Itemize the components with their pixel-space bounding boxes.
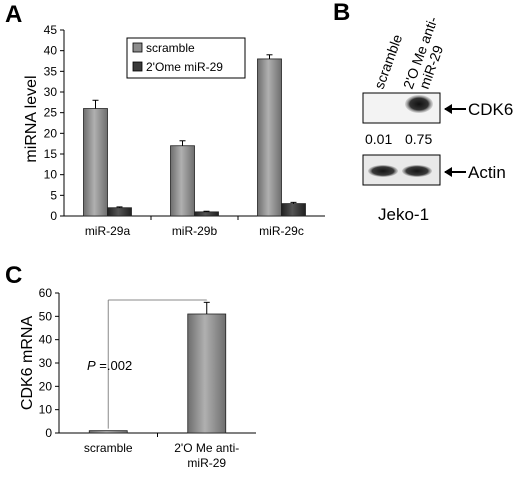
blot-actin-band-2 bbox=[402, 165, 432, 177]
blot-cell-line: Jeko-1 bbox=[378, 205, 429, 224]
panel-letter-b: B bbox=[333, 0, 350, 26]
y-tick-label: 35 bbox=[44, 64, 58, 78]
x-tick-label: miR-29a bbox=[85, 224, 131, 238]
panel-letter-c: C bbox=[5, 262, 22, 289]
y-tick-label: 30 bbox=[39, 356, 53, 370]
actin-arrowhead-icon bbox=[444, 167, 452, 177]
y-tick-label: 10 bbox=[39, 403, 53, 417]
chart-c-significance-bracket bbox=[107, 299, 208, 429]
y-tick-label: 50 bbox=[39, 309, 53, 323]
y-tick-label: 40 bbox=[44, 44, 58, 58]
x-tick-label: scramble bbox=[84, 441, 133, 455]
y-tick-label: 15 bbox=[44, 147, 58, 161]
x-tick-label: 2'O Me anti- bbox=[174, 441, 239, 455]
bar-2-ome-mir-29-1 bbox=[194, 211, 219, 217]
bar-scramble-2 bbox=[257, 58, 282, 217]
legend-swatch-2ome bbox=[132, 61, 143, 72]
bar-value-0 bbox=[88, 430, 128, 434]
chart-c-pvalue-p: P bbox=[87, 358, 96, 373]
bar-scramble-0 bbox=[83, 108, 108, 217]
chart-a-bars bbox=[83, 54, 306, 217]
chart-c-pvalue-value: =.002 bbox=[96, 358, 133, 373]
bar-2-ome-mir-29-0 bbox=[107, 207, 132, 217]
blot-label-cdk6: CDK6 bbox=[468, 100, 513, 119]
x-tick-label: miR-29b bbox=[172, 224, 218, 238]
western-blot: scramble 2'O Me anti- miR-29 CDK6 0.01 0… bbox=[362, 14, 513, 224]
y-tick-label: 20 bbox=[39, 379, 53, 393]
y-tick-label: 40 bbox=[39, 333, 53, 347]
legend-label-2ome: 2'Ome miR-29 bbox=[146, 60, 223, 74]
bar-scramble-1 bbox=[170, 145, 195, 217]
y-tick-label: 45 bbox=[44, 23, 58, 37]
chart-a-yticks: 0 5 10 15 20 25 30 35 40 45 bbox=[44, 23, 325, 223]
y-tick-label: 60 bbox=[39, 286, 53, 300]
y-tick-label: 30 bbox=[44, 85, 58, 99]
chart-a-xticks: miR-29a miR-29b miR-29c bbox=[85, 216, 304, 238]
chart-c-xticks: scramble 2'O Me anti-miR-29 bbox=[84, 433, 239, 470]
chart-c-bars bbox=[88, 301, 227, 434]
x-tick-label: miR-29 bbox=[187, 456, 226, 470]
chart-a-legend: scramble 2'Ome miR-29 bbox=[126, 37, 246, 79]
chart-c: CDK6 mRNA 0 10 20 30 40 50 60 scramble 2'O Me a… bbox=[19, 286, 256, 470]
bar-value-1 bbox=[187, 313, 227, 434]
y-tick-label: 20 bbox=[44, 126, 58, 140]
blot-quant-scramble: 0.01 bbox=[365, 131, 392, 147]
y-tick-label: 0 bbox=[50, 209, 57, 223]
y-tick-label: 0 bbox=[45, 426, 52, 440]
blot-quant-anti: 0.75 bbox=[405, 131, 432, 147]
bar-2-ome-mir-29-2 bbox=[281, 203, 306, 217]
chart-a-ylabel: miRNA level bbox=[23, 75, 40, 162]
cdk6-arrowhead-icon bbox=[444, 104, 452, 114]
y-tick-label: 10 bbox=[44, 168, 58, 182]
y-tick-label: 5 bbox=[50, 188, 57, 202]
y-tick-label: 25 bbox=[44, 106, 58, 120]
blot-label-actin: Actin bbox=[468, 163, 506, 182]
panel-letter-a: A bbox=[5, 1, 22, 28]
legend-swatch-scramble bbox=[132, 42, 143, 53]
chart-c-ylabel: CDK6 mRNA bbox=[19, 316, 36, 411]
blot-cdk6-band bbox=[405, 95, 433, 113]
chart-c-pvalue: P =.002 bbox=[87, 358, 132, 373]
legend-label-scramble: scramble bbox=[146, 41, 195, 55]
x-tick-label: miR-29c bbox=[259, 224, 304, 238]
legend-box bbox=[126, 37, 246, 79]
blot-actin-band-1 bbox=[368, 165, 398, 177]
chart-c-yticks: 0 10 20 30 40 50 60 bbox=[39, 286, 256, 440]
